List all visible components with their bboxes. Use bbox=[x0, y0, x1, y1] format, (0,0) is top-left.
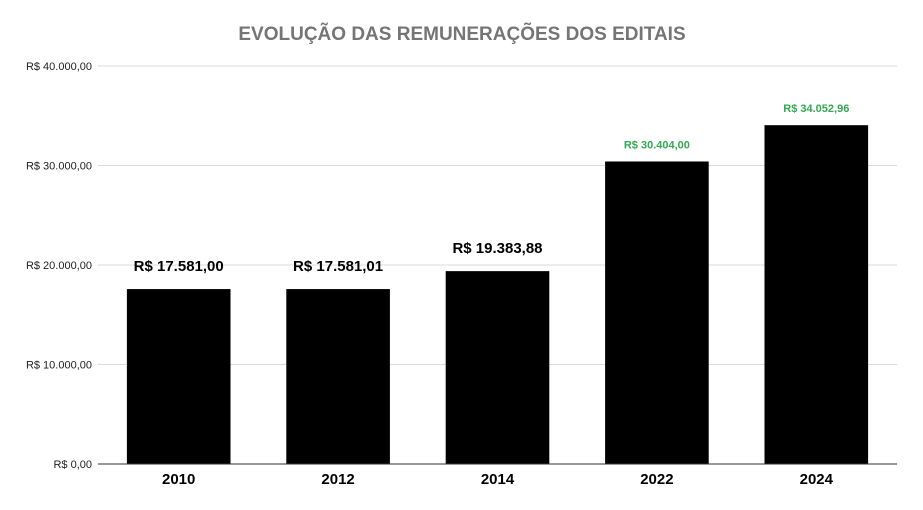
bar-2012 bbox=[286, 289, 390, 464]
bars bbox=[126, 125, 869, 465]
y-tick-label: R$ 20.000,00 bbox=[26, 260, 92, 272]
data-label-2022: R$ 30.404,00 bbox=[624, 139, 690, 151]
x-tick-label: 2014 bbox=[481, 471, 515, 488]
x-tick-label: 2012 bbox=[321, 471, 354, 488]
bar-2024 bbox=[764, 125, 869, 465]
bar-2014 bbox=[445, 271, 550, 464]
data-label-2012: R$ 17.581,01 bbox=[293, 258, 383, 275]
y-axis-ticks: R$ 0,00 R$ 10.000,00 R$ 20.000,00 R$ 30.000… bbox=[26, 61, 92, 471]
y-tick-label: R$ 10.000,00 bbox=[26, 360, 92, 372]
data-label-2014: R$ 19.383,88 bbox=[452, 240, 542, 257]
x-tick-label: 2010 bbox=[162, 471, 195, 488]
y-tick-label: R$ 30.000,00 bbox=[26, 161, 92, 173]
x-axis-ticks: 2010 2012 2014 2022 2024 bbox=[162, 471, 834, 488]
y-tick-label: R$ 40.000,00 bbox=[26, 61, 92, 73]
bar-2022 bbox=[605, 161, 709, 464]
data-label-2010: R$ 17.581,00 bbox=[134, 258, 224, 275]
bar-2010 bbox=[126, 289, 231, 464]
data-label-2024: R$ 34.052,96 bbox=[783, 103, 849, 115]
x-tick-label: 2024 bbox=[800, 471, 834, 488]
chart-title: EVOLUÇÃO DAS REMUNERAÇÕES DOS EDITAIS bbox=[238, 23, 685, 45]
y-tick-label: R$ 0,00 bbox=[53, 459, 92, 471]
data-labels: R$ 17.581,00 R$ 17.581,01 R$ 19.383,88 R$ 3… bbox=[134, 103, 850, 275]
x-tick-label: 2022 bbox=[640, 471, 673, 488]
